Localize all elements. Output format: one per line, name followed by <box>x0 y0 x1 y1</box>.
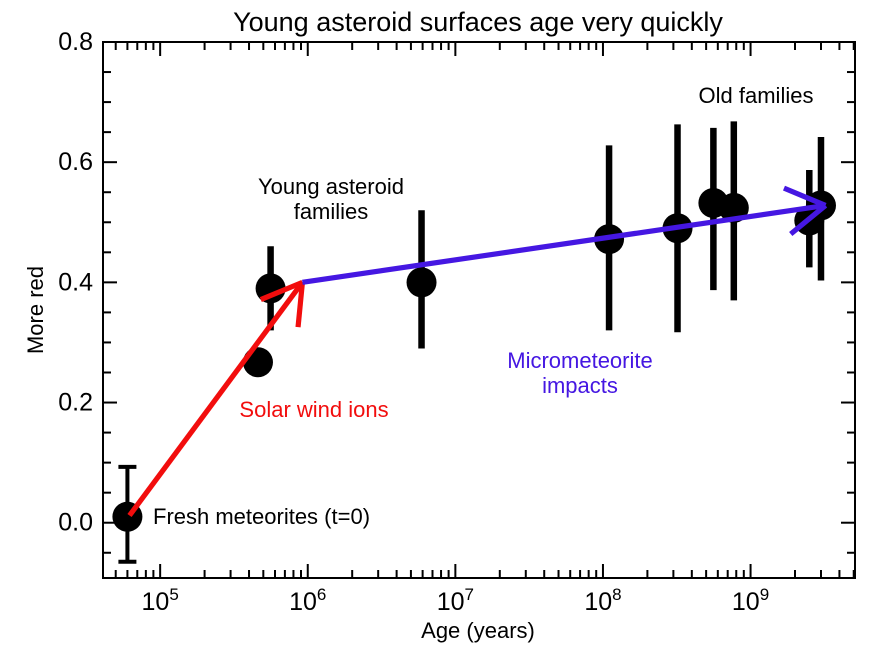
y-tick-label: 0.6 <box>58 148 93 176</box>
solar-wind-arrow <box>127 279 305 518</box>
solar-wind-label: Solar wind ions <box>239 397 388 422</box>
fresh-meteorites-label: Fresh meteorites (t=0) <box>153 504 370 529</box>
x-tick-label: 105 <box>142 585 179 616</box>
young-families-label: families <box>294 199 369 224</box>
x-tick-label: 109 <box>732 585 769 616</box>
x-tick-label: 106 <box>289 585 326 616</box>
y-tick-label: 0.0 <box>58 509 93 537</box>
old-families-label: Old families <box>699 83 814 108</box>
plot-frame <box>102 41 856 579</box>
micrometeorite-arrow <box>302 185 828 285</box>
micrometeorite-label: Micrometeorite <box>507 348 652 373</box>
axis-ticks <box>103 41 855 578</box>
y-tick-label: 0.4 <box>58 268 93 296</box>
x-tick-label: 108 <box>584 585 621 616</box>
y-tick-label: 0.2 <box>58 389 93 417</box>
family-point-6myr <box>406 267 437 298</box>
x-tick-label: 107 <box>437 585 474 616</box>
y-axis-label: More red <box>23 266 48 354</box>
young-family-point-low <box>242 347 273 378</box>
plot-area: 0.0 0.2 0.4 0.6 0.8 105 106 107 108 109 Fresh mete… <box>58 28 856 616</box>
x-axis-label: Age (years) <box>421 618 535 643</box>
chart-title: Young asteroid surfaces age very quickly <box>233 7 723 37</box>
young-families-label: Young asteroid <box>258 174 404 199</box>
micrometeorite-label: impacts <box>542 373 618 398</box>
y-tick-label: 0.8 <box>58 28 93 56</box>
